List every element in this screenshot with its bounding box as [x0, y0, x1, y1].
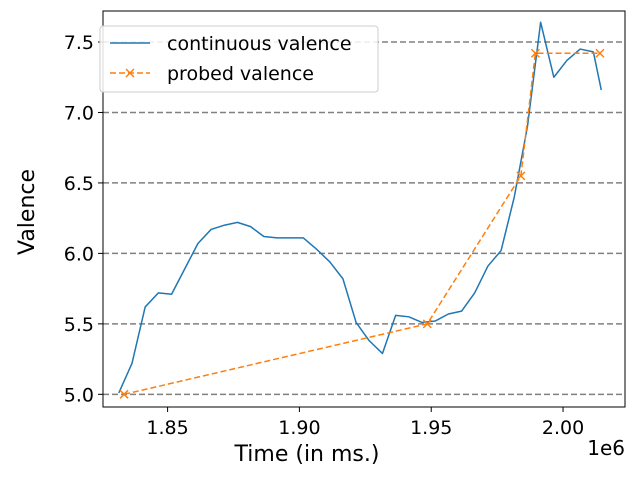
x-tick-label: 1.90 [278, 417, 320, 439]
data-point-probed-valence [422, 319, 432, 329]
y-tick-label: 5.0 [64, 384, 94, 406]
data-point-probed-valence [595, 48, 605, 58]
y-axis: 5.0 5.5 6.0 6.5 7.0 7.5 [64, 32, 103, 406]
x-axis-label: Time (in ms.) [234, 442, 380, 467]
x-tick-label: 2.00 [542, 417, 584, 439]
y-tick-label: 6.0 [64, 243, 94, 265]
x-tick-label: 1.95 [410, 417, 452, 439]
y-tick-label: 5.5 [64, 314, 94, 336]
data-point-probed-valence [516, 171, 526, 181]
data-point-probed-valence [119, 389, 129, 399]
legend-label-probed-valence: probed valence [167, 63, 314, 85]
series-layer [118, 21, 605, 399]
legend-box [99, 25, 379, 93]
y-axis-label: Valence [15, 169, 40, 255]
y-tick-label: 6.5 [64, 173, 94, 195]
legend-label-continuous-valence: continuous valence [167, 33, 352, 55]
plot-frame [102, 10, 626, 408]
legend-x-marker [125, 68, 135, 78]
series-line-probed-valence [123, 52, 600, 396]
y-tick-label: 7.5 [64, 32, 94, 54]
y-tick-label: 7.0 [64, 102, 94, 124]
legend-marker-probed-valence [125, 68, 135, 78]
grid-lines [103, 41, 625, 396]
data-point-probed-valence [530, 48, 540, 58]
x-axis: 1.85 1.90 1.95 2.00 [146, 407, 584, 439]
x-tick-label: 1.85 [146, 417, 188, 439]
legend: continuous valence probed valence [99, 25, 379, 93]
x-axis-offset-label: 1e6 [587, 436, 625, 460]
